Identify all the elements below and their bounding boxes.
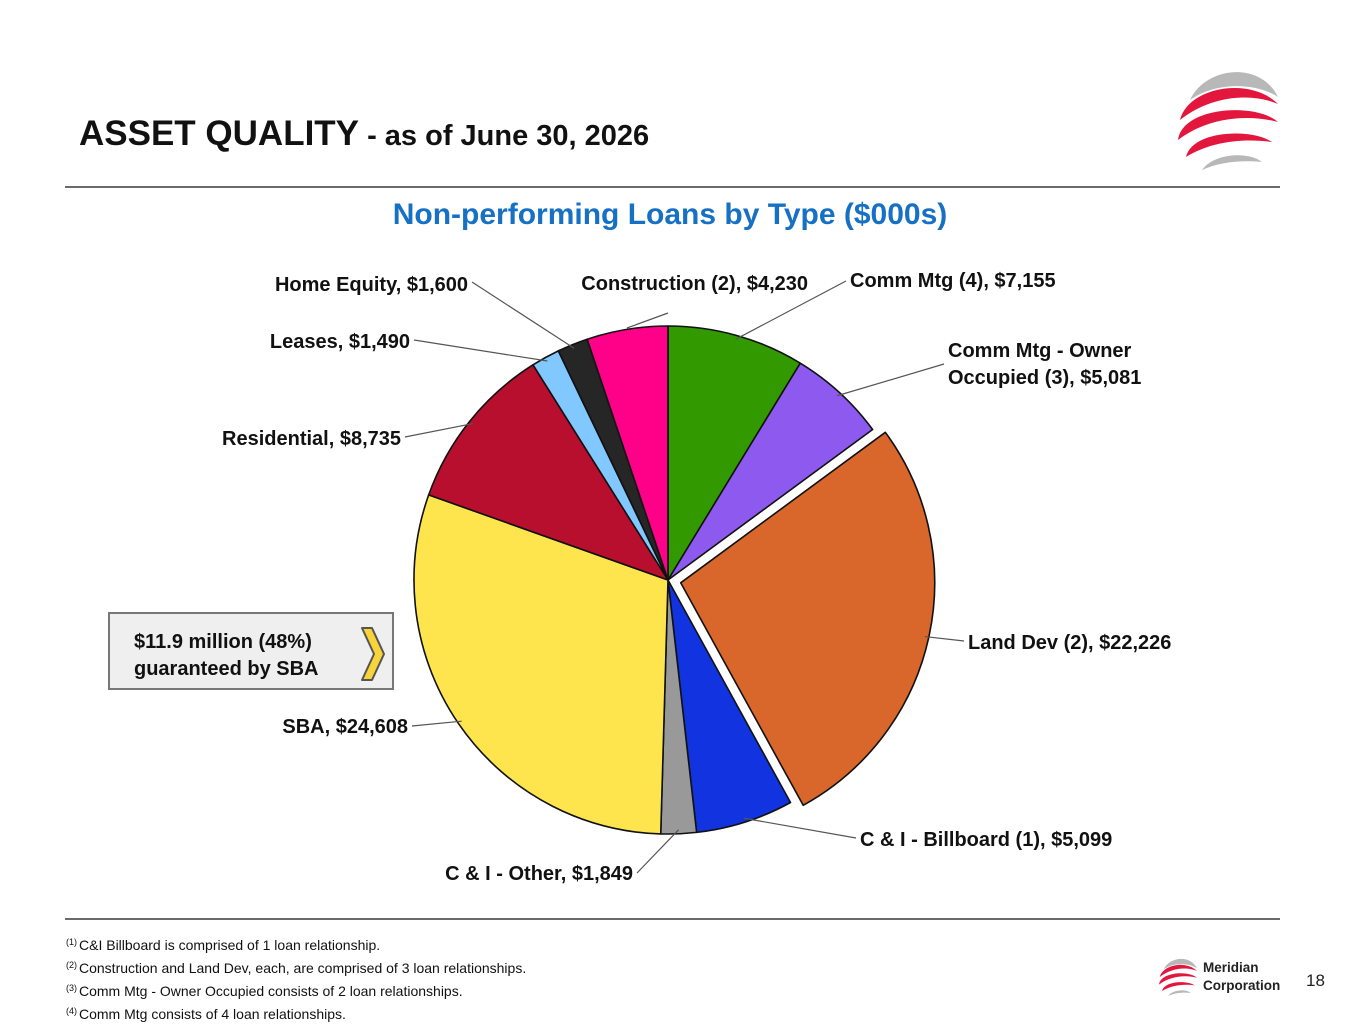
leader-line-c-i-other — [636, 829, 679, 874]
footnotes: (1) C&I Billboard is comprised of 1 loan … — [66, 932, 526, 1024]
callout-line-1: $11.9 million (48%) — [134, 631, 312, 653]
leader-line-land-dev-2 — [924, 635, 965, 642]
data-label-home-equity: Home Equity, $1,600 — [275, 274, 468, 296]
leader-line-sba — [411, 720, 462, 727]
data-label-land-dev-2: Land Dev (2), $22,226 — [968, 632, 1171, 654]
brand-line-2: Corporation — [1203, 978, 1281, 993]
leader-line-leases — [413, 339, 548, 362]
chart-title: Non-performing Loans by Type ($000s) — [392, 198, 948, 231]
page-number: 18 — [1306, 971, 1325, 990]
pie-slice-residential — [427, 364, 669, 581]
data-label-construction-2: Construction (2), $4,230 — [581, 273, 808, 295]
footnote-4: (4) Comm Mtg consists of 4 loan relations… — [66, 1006, 346, 1022]
page-title: ASSET QUALITY - as of June 30, 2026 — [79, 114, 649, 154]
data-label-c-i-other: C & I - Other, $1,849 — [445, 863, 633, 885]
company-logo — [1178, 72, 1278, 170]
footnote-1: (1) C&I Billboard is comprised of 1 loan … — [66, 937, 381, 953]
footer-divider — [65, 918, 1280, 920]
pie-slice-sba — [413, 494, 669, 835]
footnote-2: (2) Construction and Land Dev, each, are … — [66, 960, 527, 976]
pie-slice-construction-2 — [586, 325, 669, 581]
data-label-residential: Residential, $8,735 — [222, 428, 401, 450]
footer-logo-icon — [1159, 958, 1197, 996]
data-label-sba: SBA, $24,608 — [282, 716, 408, 738]
data-label-leases: Leases, $1,490 — [270, 331, 410, 353]
data-label-comm-mtg-4: Comm Mtg (4), $7,155 — [850, 270, 1056, 292]
leader-line-residential — [404, 422, 474, 438]
title-date: - as of June 30, 2026 — [359, 120, 650, 152]
chevron-right-icon — [361, 627, 385, 681]
pie-slice-comm-mtg-owner-occupied-3 — [667, 362, 874, 581]
footnote-3: (3) Comm Mtg - Owner Occupied consists of… — [66, 983, 463, 999]
leader-line-comm-mtg-4 — [735, 280, 847, 340]
leader-line-c-i-billboard-1 — [743, 817, 857, 839]
data-label-c-i-billboard-1: C & I - Billboard (1), $5,099 — [860, 829, 1112, 851]
header-divider — [65, 186, 1280, 188]
title-main: ASSET QUALITY — [79, 114, 360, 153]
footer-brand: Meridian Corporation — [1203, 959, 1280, 995]
pie-slice-comm-mtg-4 — [667, 325, 802, 581]
sba-callout-box: $11.9 million (48%) guaranteed by SBA — [108, 612, 394, 690]
leader-line-comm-mtg-owner-occupied-3 — [836, 363, 945, 397]
leader-line-home-equity — [471, 281, 575, 349]
callout-line-2: guaranteed by SBA — [134, 658, 319, 680]
callout-text: $11.9 million (48%) guaranteed by SBA — [134, 629, 318, 683]
data-label-comm-mtg-owner-occupied-3: Comm Mtg - Owner Occupied (3), $5,081 — [948, 340, 1141, 389]
brand-line-1: Meridian — [1203, 960, 1259, 975]
leader-line-construction-2 — [626, 312, 669, 329]
